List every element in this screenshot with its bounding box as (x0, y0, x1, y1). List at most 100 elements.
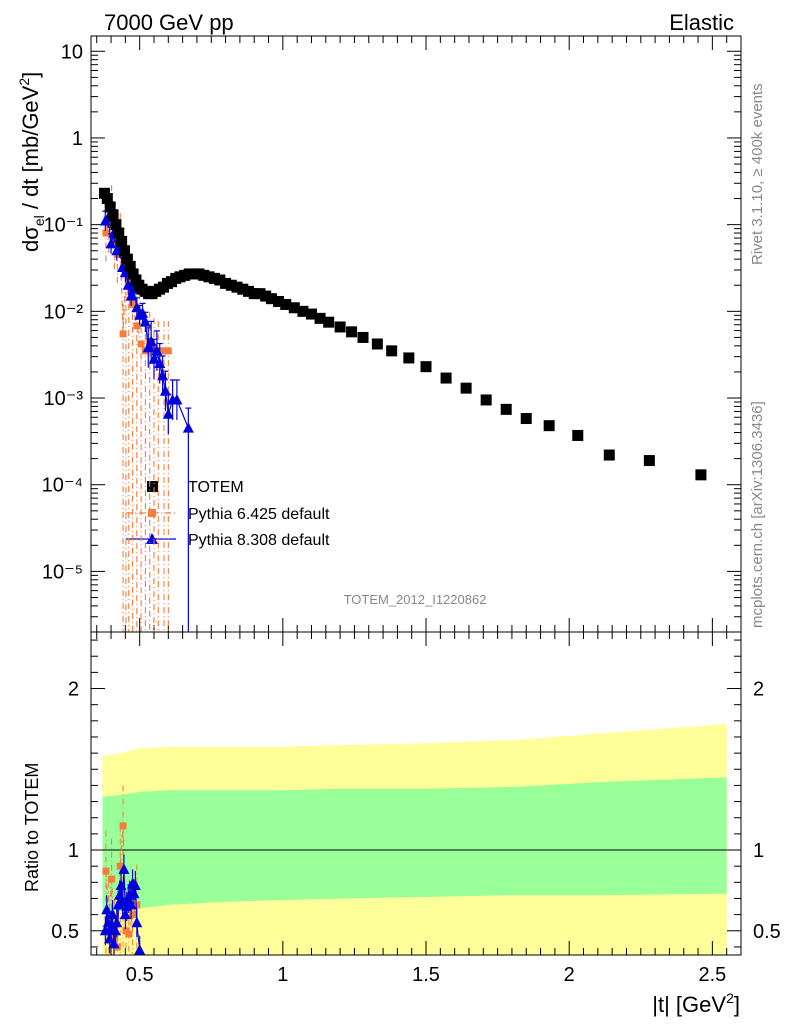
pythia6-ratio-marker (102, 867, 110, 875)
pythia6-marker (137, 340, 145, 348)
pythia8-ratio-marker (115, 879, 127, 891)
main-y-tick-label: 10⁻³ (44, 388, 84, 410)
pythia8-ratio-marker (131, 916, 143, 928)
pythia6-ratio-line (105, 825, 138, 948)
pythia6-ratio-marker (108, 875, 116, 883)
observable-label: Elastic (669, 10, 734, 35)
pythia8-ratio-marker (111, 916, 123, 928)
totem-marker (214, 274, 226, 286)
pythia8-ratio-marker (101, 903, 113, 915)
totem-marker (480, 394, 492, 406)
legend-marker-pythia6 (148, 509, 156, 517)
main-y-tick-label: 10⁻¹ (44, 215, 84, 237)
totem-marker (124, 260, 136, 272)
totem-marker (110, 219, 122, 231)
ratio-y-tick-label: 0.5 (51, 921, 79, 943)
legend-marker-pythia8 (146, 533, 158, 544)
pythia6-ratio-marker (133, 901, 141, 909)
totem-marker (288, 302, 300, 314)
totem-marker (101, 193, 113, 205)
pythia8-marker (105, 237, 117, 249)
process-label: 7000 GeV pp (104, 10, 234, 35)
pythia8-ratio-marker (128, 887, 140, 899)
pythia8-ratio-marker (118, 863, 130, 874)
pythia6-marker (129, 300, 137, 308)
main-y-tick-label: 10⁻⁴ (42, 475, 83, 497)
analysis-watermark: TOTEM_2012_I1220862 (344, 592, 487, 607)
totem-marker (386, 345, 398, 357)
main-y-axis-title: dσel / dt [mb/GeV2] (16, 72, 47, 252)
totem-marker (242, 285, 254, 297)
legend-label-pythia8: Pythia 8.308 default (188, 532, 330, 549)
ratio-panel: 0.5 1 1.5 2 2.5 0.5 0.5 1 1 2 2 (51, 631, 781, 986)
totem-marker (420, 361, 432, 373)
totem-marker (225, 279, 237, 291)
totem-marker (305, 308, 317, 320)
ratio-y-tick-label: 1 (68, 840, 79, 862)
totem-marker (460, 382, 472, 394)
totem-marker (543, 420, 555, 432)
totem-marker (440, 372, 452, 384)
ratio-y-axis-title: Ratio to TOTEM (22, 763, 42, 892)
pythia6-ratio-marker (125, 930, 133, 938)
totem-marker (237, 283, 249, 295)
pythia8-marker (171, 393, 183, 405)
main-panel: 10⁻⁵ 10⁻⁴ 10⁻³ 10⁻² 10⁻¹ 1 10 (42, 35, 742, 633)
ratio-frame (90, 631, 742, 956)
totem-marker (500, 403, 512, 415)
legend-marker-totem (147, 481, 158, 492)
x-tick-label: 1 (277, 964, 288, 986)
pythia6-ratio-marker (116, 862, 124, 870)
legend: TOTEM Pythia 6.425 default Pythia 8.308 … (126, 479, 330, 549)
pythia8-ratio-marker (134, 944, 146, 955)
pythia6-ratio-marker (119, 822, 127, 830)
x-axis-title: |t| [GeV2] (652, 990, 740, 1017)
pythia8-marker (139, 316, 151, 327)
x-tick-label: 0.5 (126, 964, 154, 986)
main-y-tick-label: 10⁻⁵ (42, 561, 83, 583)
pythia6-marker (160, 347, 168, 355)
totem-marker (113, 227, 125, 239)
main-y-tick-label: 10 (61, 41, 83, 63)
ratio-y-tick-label: 2 (68, 679, 79, 701)
main-y-tick-label: 10⁻² (44, 301, 84, 323)
pythia8-ratio-marker (108, 937, 120, 949)
totem-marker (334, 321, 346, 333)
totem-marker (273, 295, 285, 307)
totem-marker (127, 268, 139, 280)
pythia8-marker (159, 385, 171, 396)
totem-marker (231, 281, 243, 293)
pythia8-ratio-marker (109, 924, 121, 936)
totem-marker (314, 312, 326, 324)
x-tick-label: 2.5 (698, 964, 726, 986)
totem-marker (643, 455, 655, 467)
totem-marker (357, 331, 369, 343)
pythia8-ratio-marker (119, 908, 131, 920)
totem-marker (520, 413, 532, 425)
pythia8-marker (182, 422, 194, 433)
pythia6-marker (164, 347, 172, 355)
main-y-tick-label: 1 (72, 128, 83, 150)
ratio-y-tick-label-right: 1 (753, 840, 764, 862)
totem-marker (603, 449, 615, 461)
totem-marker (220, 277, 232, 289)
totem-marker (121, 253, 133, 265)
x-tick-label: 2 (564, 964, 575, 986)
pythia6-marker (102, 229, 110, 237)
pythia6-ratio-marker (129, 911, 137, 919)
totem-marker (403, 352, 415, 364)
totem-marker (104, 201, 116, 213)
legend-label-totem: TOTEM (188, 479, 244, 496)
rivet-label: Rivet 3.1.10, ≥ 400k events (749, 83, 766, 265)
x-tick-label: 1.5 (412, 964, 440, 986)
totem-marker (371, 338, 383, 350)
totem-marker (116, 235, 128, 247)
totem-marker (280, 298, 292, 310)
totem-marker (695, 469, 707, 481)
legend-label-pythia6: Pythia 6.425 default (188, 506, 330, 523)
pythia6-marker (133, 322, 141, 330)
totem-marker (297, 305, 309, 317)
ratio-y-tick-label-right: 2 (753, 679, 764, 701)
totem-marker (260, 290, 272, 302)
totem-marker (323, 316, 335, 328)
